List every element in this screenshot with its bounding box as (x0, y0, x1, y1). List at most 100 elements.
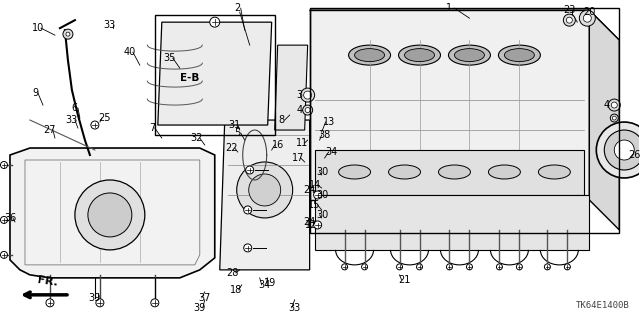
Polygon shape (158, 22, 272, 125)
Text: 19: 19 (264, 278, 276, 288)
Circle shape (516, 264, 522, 270)
Circle shape (237, 162, 292, 218)
Text: 28: 28 (227, 268, 239, 278)
Circle shape (611, 102, 618, 108)
Circle shape (1, 161, 8, 168)
Ellipse shape (399, 45, 440, 65)
Circle shape (447, 264, 452, 270)
Text: 12: 12 (305, 220, 317, 230)
Circle shape (303, 91, 312, 99)
Circle shape (66, 32, 70, 36)
Text: 33: 33 (104, 20, 116, 30)
Ellipse shape (454, 48, 484, 62)
Ellipse shape (355, 48, 385, 62)
Text: 40: 40 (124, 47, 136, 57)
Ellipse shape (488, 165, 520, 179)
Text: 17: 17 (291, 153, 304, 163)
Text: 39: 39 (89, 293, 101, 303)
Text: 24: 24 (303, 185, 316, 195)
Text: 5: 5 (235, 128, 241, 138)
Text: 32: 32 (191, 133, 203, 143)
Text: 22: 22 (225, 143, 238, 153)
Circle shape (314, 221, 322, 229)
Text: 23: 23 (563, 5, 575, 15)
Text: E-B: E-B (180, 73, 200, 83)
Circle shape (342, 264, 348, 270)
Ellipse shape (388, 165, 420, 179)
Text: 4: 4 (604, 100, 609, 110)
Polygon shape (315, 195, 589, 250)
Bar (310, 8, 620, 233)
Text: 14: 14 (308, 180, 321, 190)
Circle shape (583, 14, 591, 22)
Ellipse shape (404, 48, 435, 62)
Text: 38: 38 (319, 130, 331, 140)
Ellipse shape (349, 45, 390, 65)
Text: 13: 13 (323, 117, 335, 127)
Text: 34: 34 (259, 280, 271, 290)
Circle shape (244, 244, 252, 252)
Circle shape (596, 122, 640, 178)
Text: TK64E1400B: TK64E1400B (575, 301, 629, 310)
Text: 7: 7 (148, 123, 155, 133)
Text: 1: 1 (447, 3, 452, 13)
Text: 33: 33 (66, 115, 78, 125)
Text: 3: 3 (296, 90, 303, 100)
Ellipse shape (499, 45, 540, 65)
Ellipse shape (339, 165, 371, 179)
Text: 30: 30 (317, 210, 329, 220)
Ellipse shape (504, 48, 534, 62)
Polygon shape (220, 120, 310, 270)
Circle shape (314, 191, 322, 199)
Circle shape (88, 193, 132, 237)
Text: 30: 30 (317, 190, 329, 200)
Circle shape (91, 121, 99, 129)
Circle shape (564, 264, 570, 270)
Text: 15: 15 (308, 200, 321, 210)
Circle shape (210, 17, 220, 27)
Circle shape (397, 264, 403, 270)
Circle shape (417, 264, 422, 270)
Text: 30: 30 (317, 167, 329, 177)
Text: FR.: FR. (37, 275, 59, 288)
Text: 4: 4 (296, 105, 303, 115)
Bar (155, 15, 275, 135)
Text: 24: 24 (303, 217, 316, 227)
Bar (315, 150, 584, 195)
Circle shape (1, 251, 8, 258)
Text: 27: 27 (44, 125, 56, 135)
Circle shape (612, 116, 616, 120)
Circle shape (545, 264, 550, 270)
Text: 2: 2 (235, 3, 241, 13)
Text: 34: 34 (326, 147, 338, 157)
Ellipse shape (438, 165, 470, 179)
Circle shape (614, 140, 634, 160)
Circle shape (1, 216, 8, 223)
Polygon shape (275, 45, 308, 130)
Text: 8: 8 (278, 115, 285, 125)
Circle shape (246, 166, 253, 174)
Circle shape (305, 108, 310, 113)
Ellipse shape (449, 45, 490, 65)
Circle shape (301, 88, 315, 102)
Circle shape (244, 206, 252, 214)
Circle shape (579, 10, 595, 26)
Circle shape (75, 180, 145, 250)
Polygon shape (10, 148, 215, 278)
Circle shape (96, 299, 104, 307)
Ellipse shape (538, 165, 570, 179)
Text: 35: 35 (164, 53, 176, 63)
Text: 20: 20 (583, 7, 595, 17)
Circle shape (362, 264, 367, 270)
Text: 33: 33 (289, 303, 301, 313)
Circle shape (151, 299, 159, 307)
Text: 31: 31 (228, 120, 241, 130)
Circle shape (63, 29, 73, 39)
Text: 39: 39 (194, 303, 206, 313)
Text: 26: 26 (628, 150, 640, 160)
Text: 36: 36 (4, 213, 16, 223)
Circle shape (467, 264, 472, 270)
Text: 25: 25 (99, 113, 111, 123)
Circle shape (303, 105, 312, 115)
Circle shape (611, 114, 618, 122)
